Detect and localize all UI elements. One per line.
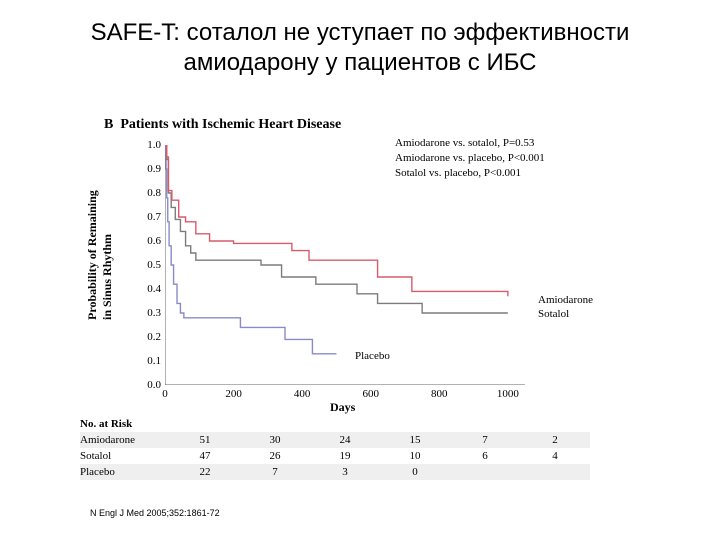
risk-cell: 22	[170, 466, 240, 478]
at-risk-table: No. at Risk Amiodarone5130241572Sotalol4…	[80, 418, 590, 480]
y-tick: 0.4	[143, 283, 161, 295]
risk-cell: 30	[240, 434, 310, 446]
risk-cell: 19	[310, 450, 380, 462]
x-tick: 400	[290, 388, 314, 400]
sotalol-label: Sotalol	[538, 308, 569, 320]
amiodarone-label: Amiodarone	[538, 294, 593, 306]
y-tick: 0.2	[143, 331, 161, 343]
risk-cell: 15	[380, 434, 450, 446]
x-tick: 1000	[496, 388, 520, 400]
y-tick: 0.1	[143, 355, 161, 367]
risk-cell: 3	[310, 466, 380, 478]
placebo-label: Placebo	[355, 350, 390, 362]
risk-cell: 2	[520, 434, 590, 446]
y-tick: 0.5	[143, 259, 161, 271]
x-tick: 800	[427, 388, 451, 400]
y-tick: 0.9	[143, 163, 161, 175]
at-risk-header: No. at Risk	[80, 418, 590, 430]
risk-cell: 7	[450, 434, 520, 446]
risk-cell: 6	[450, 450, 520, 462]
x-tick: 200	[222, 388, 246, 400]
risk-cell: 26	[240, 450, 310, 462]
risk-cell: 7	[240, 466, 310, 478]
y-tick: 0.8	[143, 187, 161, 199]
x-tick: 600	[359, 388, 383, 400]
risk-cell: 47	[170, 450, 240, 462]
slide-title: SAFE-T: соталол не уступает по эффективн…	[0, 0, 720, 86]
x-axis-label: Days	[330, 400, 355, 415]
x-tick: 0	[153, 388, 177, 400]
y-axis-label: Probability of Remaining in Sinus Rhythm	[85, 190, 115, 320]
survival-chart	[165, 145, 525, 385]
comparison-stats: Amiodarone vs. sotalol, P=0.53 Amiodaron…	[395, 136, 545, 181]
y-tick: 0.3	[143, 307, 161, 319]
y-tick: 0.7	[143, 211, 161, 223]
citation: N Engl J Med 2005;352:1861-72	[90, 508, 220, 518]
risk-cell: 4	[520, 450, 590, 462]
risk-cell: 10	[380, 450, 450, 462]
table-row: Placebo22730	[80, 464, 590, 480]
risk-cell: 51	[170, 434, 240, 446]
risk-cell: 0	[380, 466, 450, 478]
risk-series-name: Amiodarone	[80, 434, 170, 446]
table-row: Amiodarone5130241572	[80, 432, 590, 448]
y-tick: 0.6	[143, 235, 161, 247]
y-tick: 1.0	[143, 139, 161, 151]
risk-series-name: Placebo	[80, 466, 170, 478]
risk-series-name: Sotalol	[80, 450, 170, 462]
panel-label: B Patients with Ischemic Heart Disease	[104, 117, 341, 133]
risk-cell: 24	[310, 434, 380, 446]
table-row: Sotalol4726191064	[80, 448, 590, 464]
